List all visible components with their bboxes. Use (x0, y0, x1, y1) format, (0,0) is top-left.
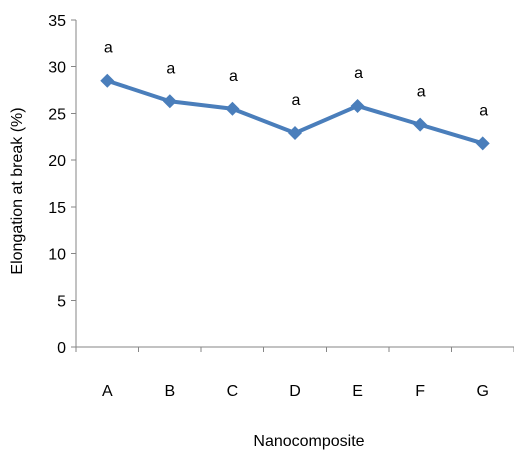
y-tick-label: 30 (48, 60, 66, 77)
y-tick-label: 20 (48, 153, 66, 170)
data-point-marker (475, 136, 490, 151)
data-point-marker (350, 98, 365, 113)
y-tick-label: 0 (57, 340, 66, 357)
data-labels: a a a a a a a (104, 40, 488, 120)
y-ticks: 0 5 10 15 20 25 30 35 (48, 13, 76, 357)
x-tick-label: F (415, 383, 425, 400)
y-tick-label: 5 (57, 293, 66, 310)
data-label: a (166, 60, 175, 77)
data-label: a (417, 84, 426, 101)
data-label: a (292, 92, 301, 109)
data-label: a (479, 102, 488, 119)
data-point-marker (100, 73, 115, 88)
y-tick-label: 15 (48, 200, 66, 217)
data-point-marker (288, 126, 302, 141)
data-point-marker (162, 94, 177, 109)
x-tick-label: D (289, 383, 301, 400)
x-tick-label: G (476, 383, 488, 400)
series-layer (100, 73, 490, 151)
x-ticks: A B C D E F G (75, 347, 514, 400)
data-label: a (104, 40, 113, 57)
data-label: a (229, 68, 238, 85)
x-tick-label: E (352, 383, 363, 400)
data-label: a (354, 65, 363, 82)
y-tick-label: 10 (48, 247, 66, 264)
x-tick-label: A (102, 383, 113, 400)
x-tick-label: B (165, 383, 176, 400)
data-point-marker (413, 117, 428, 132)
y-axis-title: Elongation at break (%) (9, 107, 26, 274)
x-axis-title: Nanocomposite (253, 433, 364, 450)
y-tick-label: 35 (48, 13, 66, 30)
y-tick-label: 25 (48, 106, 66, 123)
data-point-marker (225, 101, 240, 116)
x-tick-label: C (227, 383, 239, 400)
